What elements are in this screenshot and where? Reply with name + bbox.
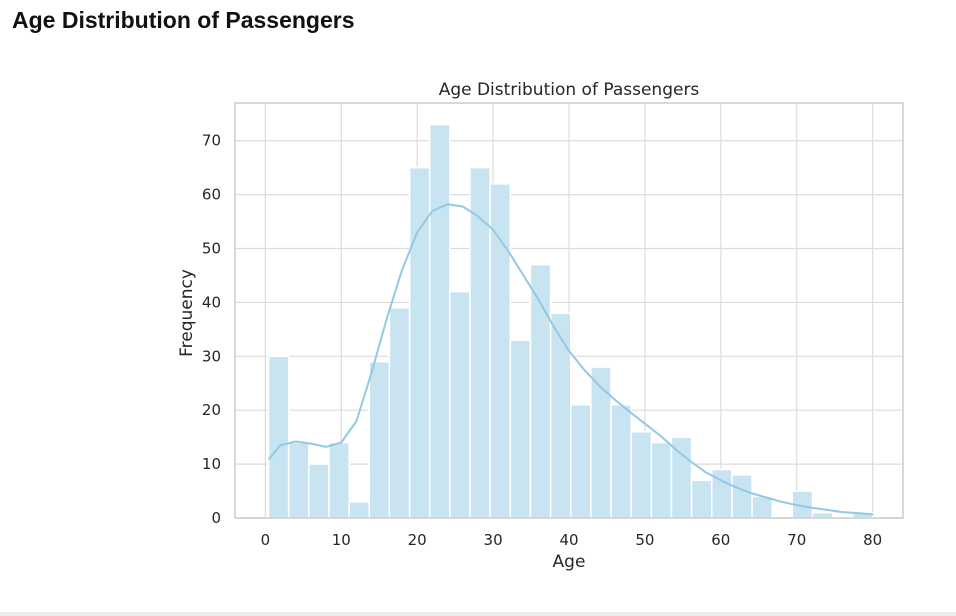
- kde-line: [268, 203, 874, 516]
- histogram-bar: [449, 290, 471, 519]
- histogram-bar: [731, 474, 753, 519]
- x-tick-label: 70: [787, 531, 806, 549]
- histogram-bar: [610, 404, 632, 519]
- histogram-bar: [751, 495, 773, 519]
- histogram-bar: [650, 441, 673, 519]
- kde-curve: [268, 203, 874, 516]
- histogram-bar: [328, 441, 350, 519]
- x-tick-label: 10: [332, 531, 351, 549]
- y-tick-label: 40: [202, 293, 221, 311]
- y-tick-label: 50: [202, 240, 221, 258]
- histogram-bar: [509, 339, 532, 519]
- histogram-bar: [590, 366, 612, 519]
- x-tick-label: 40: [559, 531, 578, 549]
- histogram-bars: [267, 123, 874, 519]
- histogram-bar: [489, 183, 512, 519]
- x-tick-label: 50: [635, 531, 654, 549]
- x-tick-label: 20: [408, 531, 427, 549]
- y-tick-labels: 0 10 20 30 40 50 60 70: [202, 132, 221, 527]
- histogram-bar: [428, 123, 451, 519]
- x-tick-labels: 0 10 20 30 40 50 60 70 80: [261, 531, 883, 549]
- plot-frame: [234, 102, 904, 519]
- histogram-bar: [388, 307, 411, 519]
- histogram-bar: [690, 479, 713, 519]
- histogram-bar: [348, 501, 371, 519]
- x-tick-label: 30: [484, 531, 503, 549]
- x-axis-label: Age: [553, 552, 586, 572]
- x-tick-label: 80: [863, 531, 882, 549]
- y-tick-label: 20: [202, 401, 221, 419]
- x-tick-label: 0: [261, 531, 271, 549]
- y-tick-label: 60: [202, 186, 221, 204]
- histogram-bar: [287, 441, 310, 519]
- histogram-bar: [368, 360, 391, 519]
- histogram-bar: [267, 355, 290, 519]
- y-tick-label: 70: [202, 132, 221, 150]
- histogram-bar: [549, 312, 572, 519]
- x-tick-label: 60: [711, 531, 730, 549]
- page-title: Age Distribution of Passengers: [12, 7, 355, 33]
- histogram-bar: [308, 463, 330, 519]
- histogram-bar: [469, 166, 491, 519]
- histogram-bar: [811, 511, 834, 519]
- y-tick-label: 30: [202, 347, 221, 365]
- bottom-divider: [0, 612, 956, 616]
- y-tick-label: 0: [211, 509, 221, 527]
- histogram-bar: [569, 404, 592, 519]
- histogram-bar: [630, 431, 653, 519]
- chart-title: Age Distribution of Passengers: [439, 80, 700, 100]
- y-tick-label: 10: [202, 455, 221, 473]
- y-axis-label: Frequency: [177, 269, 197, 357]
